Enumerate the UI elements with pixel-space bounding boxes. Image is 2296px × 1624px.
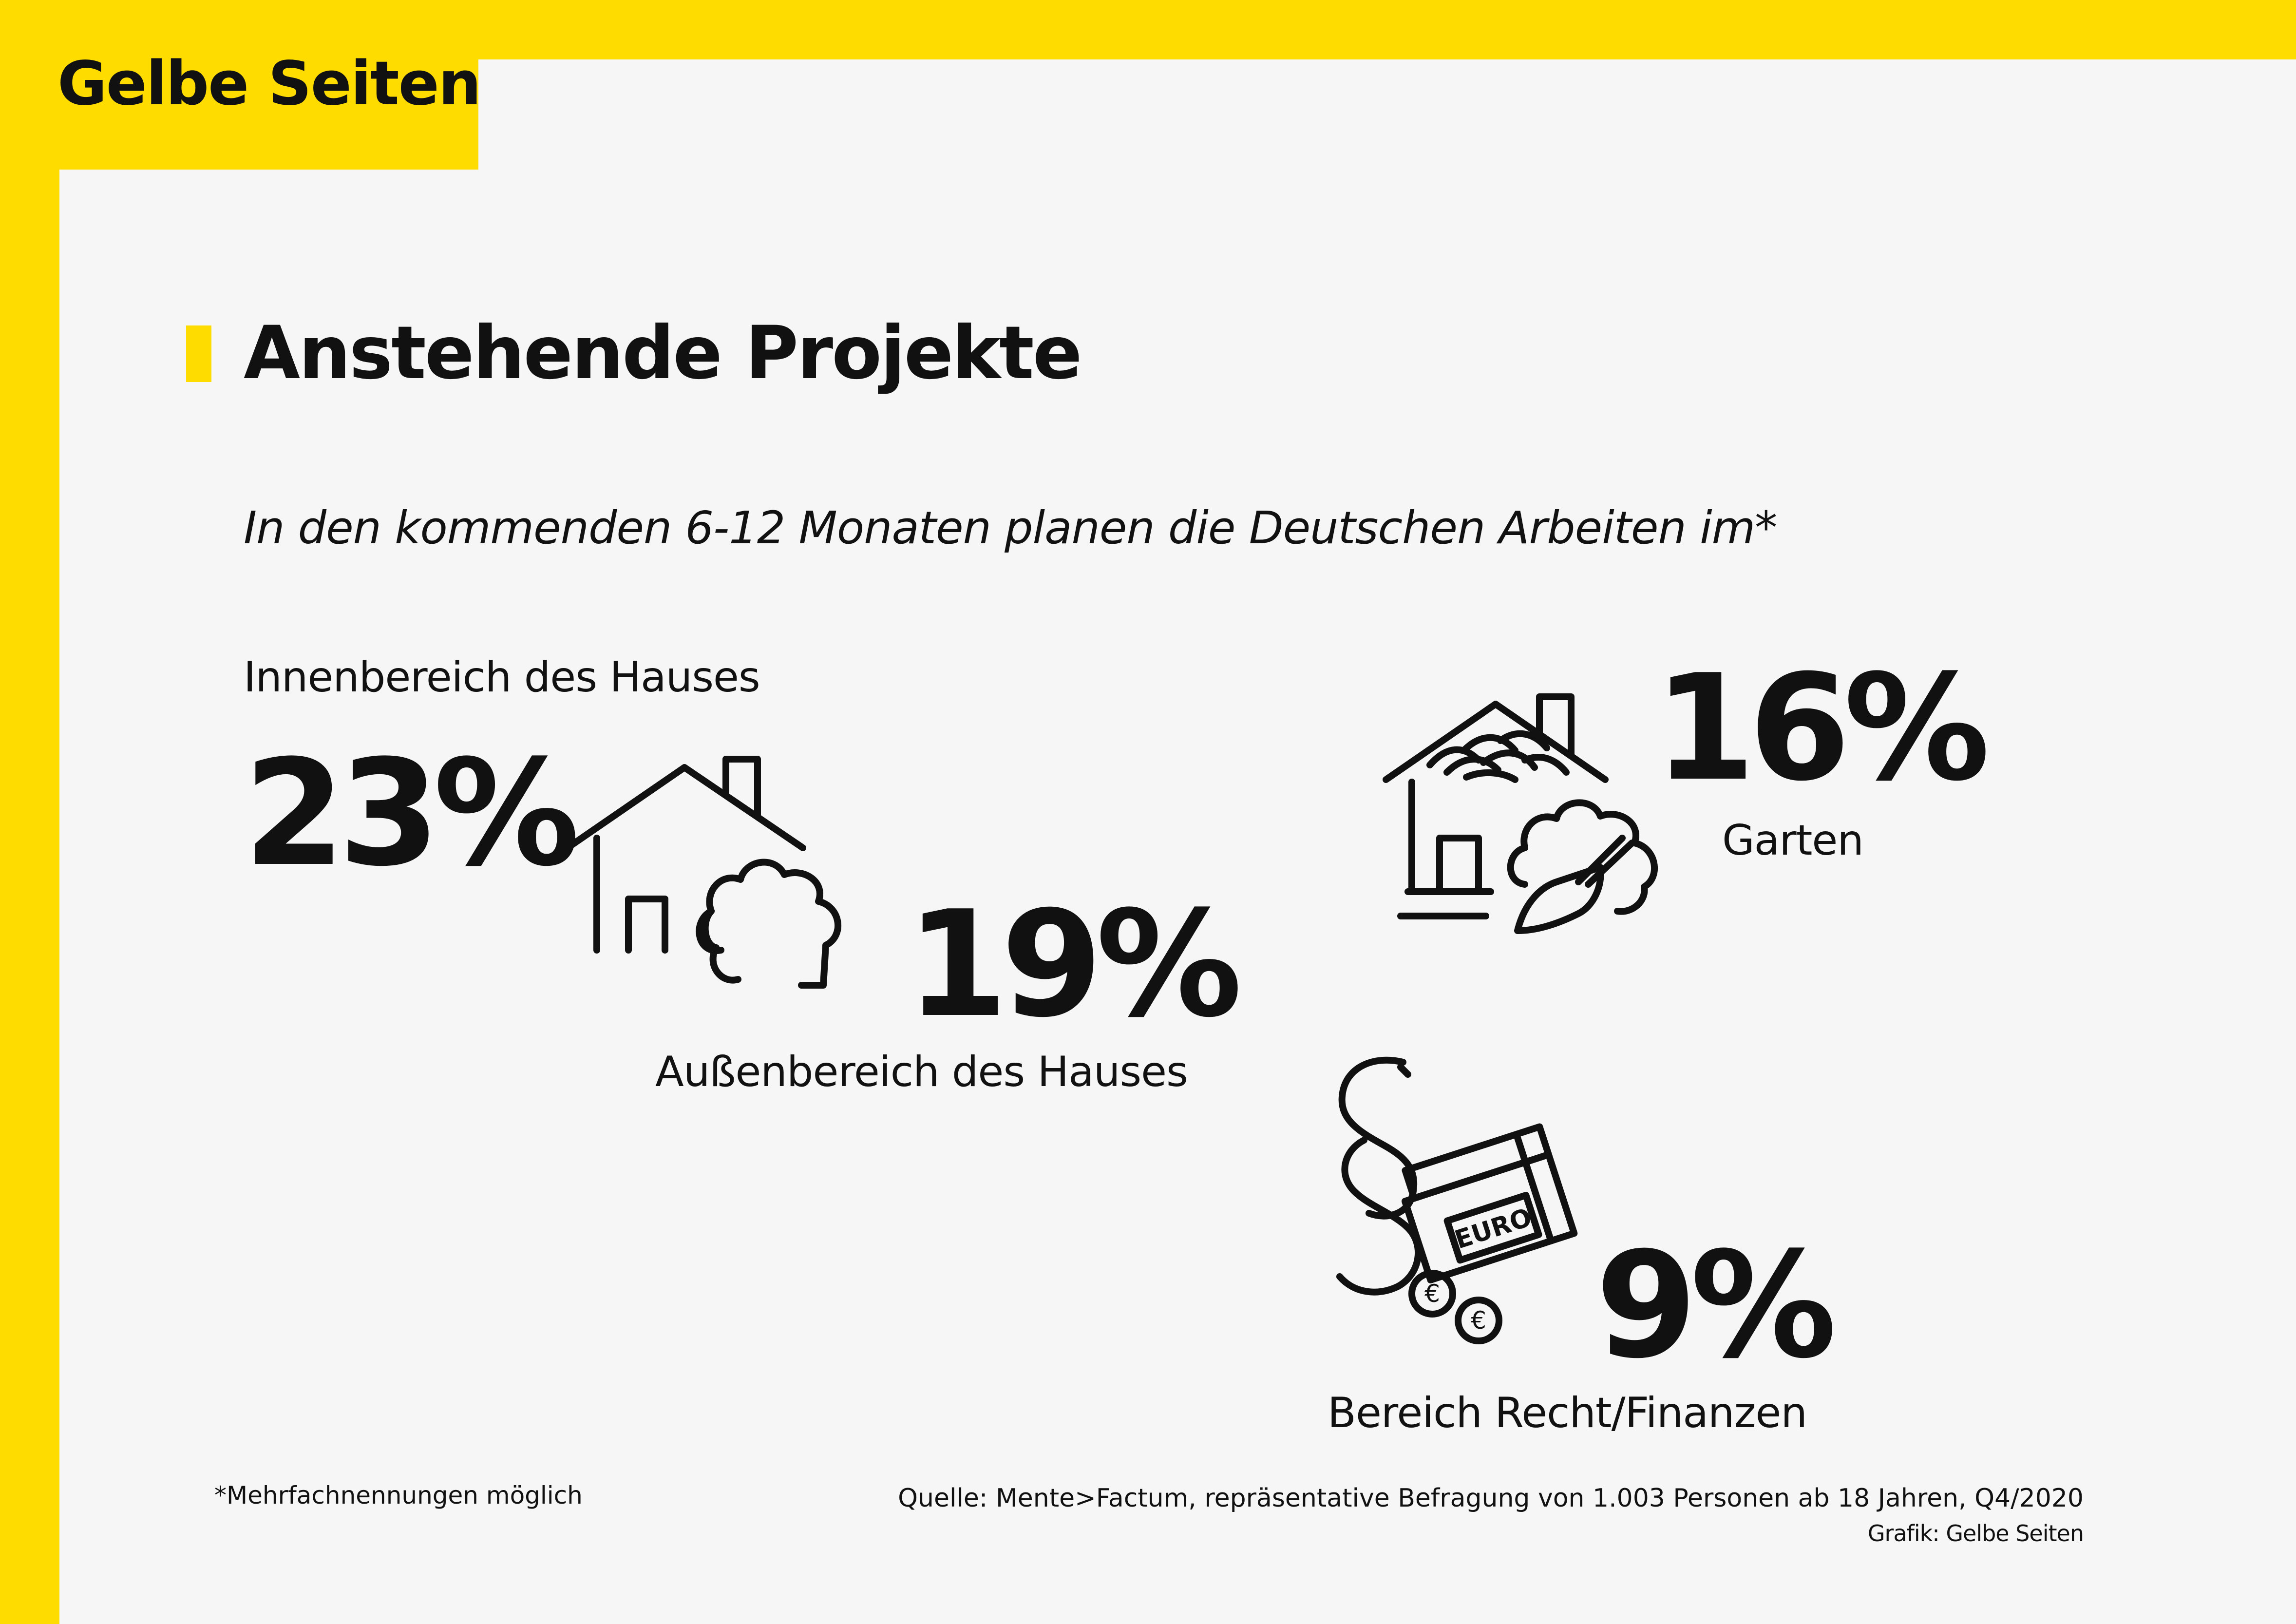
label-innenbereich: Innenbereich des Hauses <box>244 653 760 702</box>
svg-text:€: € <box>1424 1280 1440 1308</box>
label-garten: Garten <box>1722 816 1864 865</box>
title-accent-mark <box>186 325 211 382</box>
svg-text:€: € <box>1471 1306 1486 1335</box>
footnote: *Mehrfachnennungen möglich <box>214 1481 583 1509</box>
value-garten: 16% <box>1654 643 1990 813</box>
brand-logo-box <box>0 0 478 170</box>
page-title: Anstehende Projekte <box>244 311 1082 396</box>
label-recht-finanzen: Bereich Recht/Finanzen <box>1328 1389 1807 1437</box>
source-note: Quelle: Mente>Factum, repräsentative Bef… <box>898 1484 2084 1513</box>
page-subtitle: In den kommenden 6-12 Monaten planen die… <box>244 502 1777 554</box>
graphic-credit: Grafik: Gelbe Seiten <box>1867 1520 2084 1547</box>
house-garden-trowel-icon <box>1383 693 1658 934</box>
value-aussenbereich: 19% <box>906 879 1242 1050</box>
brand-logo: Gelbe Seiten <box>57 49 481 119</box>
house-with-bush-icon <box>564 756 841 989</box>
value-recht-finanzen: 9% <box>1595 1221 1837 1391</box>
label-aussenbereich: Außenbereich des Hauses <box>655 1048 1188 1096</box>
paragraph-money-icon: EURO € € <box>1336 1056 1578 1344</box>
left-accent-bar <box>0 0 59 1624</box>
value-innenbereich: 23% <box>244 728 580 898</box>
